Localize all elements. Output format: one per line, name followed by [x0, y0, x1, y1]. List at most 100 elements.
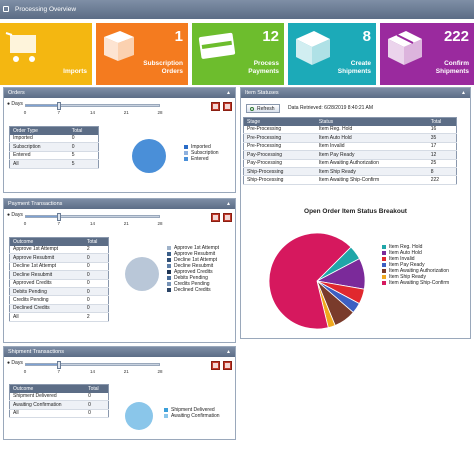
refresh-label: Refresh [257, 106, 275, 112]
table-row[interactable]: Pre-Processing Item Invalid 17 [243, 142, 457, 152]
legend-swatch [167, 269, 171, 274]
tile-count: 1 [174, 28, 183, 45]
table-row[interactable]: Ship-Processing Item Ship Ready 8 [243, 167, 457, 177]
legend-label: Item Awaiting Ship-Confirm [389, 280, 450, 286]
legend-label: Entered [191, 156, 209, 162]
window-icon [3, 6, 9, 12]
slider-track[interactable] [25, 213, 160, 221]
table-cell: Ship-Processing [243, 167, 316, 177]
table-cell: 0 [85, 392, 109, 402]
table-row[interactable]: Approve Resubmit 0 [9, 253, 109, 263]
excel-export-icon[interactable] [223, 361, 232, 370]
slider-tick-label: 7 [57, 369, 61, 374]
table-cell: Item Awaiting Authorization [315, 159, 428, 168]
table-row[interactable]: Decline 1st Attempt 0 [9, 262, 109, 272]
table-row[interactable]: All 2 [9, 312, 109, 322]
table-row[interactable]: Pay-Processing Item Awaiting Authorizatio… [243, 159, 457, 168]
legend-swatch [382, 256, 386, 261]
cart-icon [5, 32, 36, 62]
table-row[interactable]: Subscription 0 [9, 142, 99, 152]
window-titlebar: Processing Overview [0, 0, 474, 19]
legend-item: Approve 1st Attempt [167, 245, 219, 251]
tile-subscription-orders[interactable]: 1 Subscription Orders [96, 23, 188, 85]
days-slider[interactable]: ● Days 0 7 14 21 28 [7, 360, 167, 380]
table-row[interactable]: Decline Resubmit 0 [9, 270, 109, 280]
collapse-icon[interactable]: ▲ [226, 201, 231, 207]
table-cell: Item Ship Ready [315, 167, 428, 177]
column-header: Outcome [9, 384, 86, 393]
tile-confirm-shipments[interactable]: 222 Confirm Shipments [380, 23, 474, 85]
slider-track[interactable] [25, 102, 160, 110]
table-cell: 16 [427, 125, 457, 135]
tile-imports[interactable]: Imports [0, 23, 92, 85]
panel-title: Shipment Transactions [8, 349, 64, 355]
slider-ticks: 0 7 14 21 28 [24, 110, 163, 120]
table-cell: 2 [83, 312, 109, 322]
table-row[interactable]: Entered 5 [9, 151, 99, 161]
table-row[interactable]: All 5 [9, 159, 99, 169]
table-cell: Pre-Processing [243, 142, 316, 152]
tile-process-payments[interactable]: 12 Process Payments [192, 23, 284, 85]
table-row[interactable]: Declined Credits 0 [9, 304, 109, 314]
slider-track[interactable] [25, 361, 160, 369]
legend-swatch [382, 280, 386, 285]
legend-swatch [164, 407, 168, 412]
tile-label: Process Payments [248, 60, 279, 75]
table-row[interactable]: Approved Credits 0 [9, 279, 109, 288]
column-header: Stage [243, 117, 316, 126]
collapse-icon[interactable]: ▲ [226, 349, 231, 355]
table-row[interactable]: Shipment Delivered 0 [9, 392, 109, 402]
slider-thumb[interactable] [57, 213, 62, 221]
days-slider[interactable]: ● Days 0 7 14 21 28 [7, 212, 167, 232]
table-cell: 0 [83, 287, 109, 297]
table-row[interactable]: Pre-Processing Item Auto Hold 35 [243, 133, 457, 143]
refresh-button[interactable]: Refresh [246, 104, 280, 113]
slider-tick-label: 14 [89, 221, 96, 226]
table-cell: 0 [83, 279, 109, 288]
panel-header: Payment Transactions ▲ [4, 199, 235, 209]
legend-label: Item Pay Ready [389, 262, 425, 268]
pie-slice[interactable] [268, 232, 352, 330]
table-cell: 0 [68, 142, 99, 152]
legend-label: Item Invalid [389, 256, 415, 262]
collapse-icon[interactable]: ▲ [226, 90, 231, 96]
table-cell: Item Auto Hold [315, 133, 428, 143]
slider-tick-label: 14 [89, 369, 96, 374]
days-slider[interactable]: ● Days 0 7 14 21 28 [7, 101, 167, 121]
table-row[interactable]: Ship-Processing Item Awaiting Ship-Confir… [243, 175, 457, 185]
pdf-export-icon[interactable] [211, 361, 220, 370]
table-row[interactable]: Debits Pending 0 [9, 287, 109, 297]
legend-swatch [382, 274, 386, 279]
table-cell: Entered [9, 151, 69, 161]
table-row[interactable]: Credits Pending 0 [9, 295, 109, 305]
table-cell: Item Pay Ready [315, 150, 428, 160]
table-row[interactable]: Awaiting Confirmation 0 [9, 400, 109, 410]
tile-create-shipments[interactable]: 8 Create Shipments [288, 23, 376, 85]
slider-thumb[interactable] [57, 102, 62, 110]
table-cell: 0 [83, 304, 109, 314]
item-status-legend: Item Reg. Hold Item Auto Hold Item Invalid… [382, 244, 449, 286]
excel-export-icon[interactable] [223, 213, 232, 222]
excel-export-icon[interactable] [223, 102, 232, 111]
pdf-export-icon[interactable] [211, 213, 220, 222]
legend-swatch [382, 244, 386, 249]
table-row[interactable]: All 0 [9, 409, 109, 419]
legend-label: Item Auto Hold [389, 250, 422, 256]
table-cell: Approved Credits [9, 279, 84, 288]
legend-label: Approve Resubmit [174, 251, 216, 257]
table-cell: Item Invalid [315, 142, 428, 152]
collapse-icon[interactable]: ▲ [461, 90, 466, 96]
slider-thumb[interactable] [57, 361, 62, 369]
table-row[interactable]: Pay-Processing Item Pay Ready 12 [243, 150, 457, 160]
column-header: Outcome [9, 237, 84, 246]
table-cell: Item Reg. Hold [315, 125, 428, 135]
item-status-pie [268, 232, 366, 330]
table-row[interactable]: Imported 0 [9, 134, 99, 144]
table-row[interactable]: Pre-Processing Item Reg. Hold 16 [243, 125, 457, 135]
table-cell: 0 [83, 253, 109, 263]
table-cell: 17 [427, 142, 457, 152]
payments-table: Outcome Total Approve 1st Attempt 2 Approve… [9, 237, 109, 322]
table-cell: 25 [427, 159, 457, 168]
table-row[interactable]: Approve 1st Attempt 2 [9, 245, 109, 255]
pdf-export-icon[interactable] [211, 102, 220, 111]
